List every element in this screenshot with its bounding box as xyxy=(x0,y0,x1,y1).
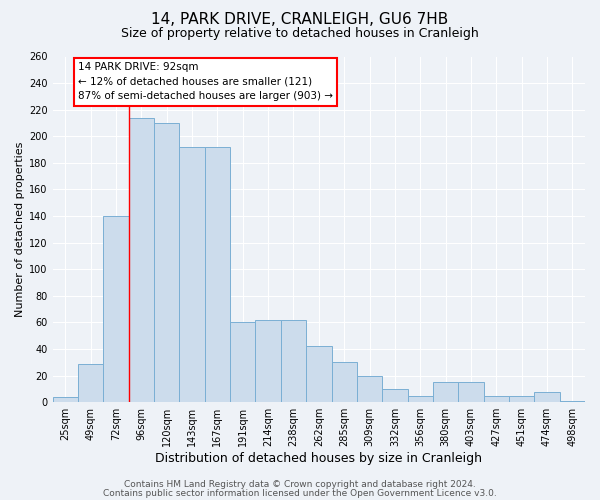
Bar xyxy=(382,389,407,402)
Bar xyxy=(509,396,535,402)
Bar xyxy=(357,376,382,402)
Bar xyxy=(407,396,433,402)
Bar xyxy=(53,397,78,402)
Bar xyxy=(256,320,281,402)
Bar xyxy=(281,320,306,402)
Bar xyxy=(535,392,560,402)
Bar xyxy=(332,362,357,402)
Bar xyxy=(230,322,256,402)
Bar xyxy=(129,118,154,402)
Bar xyxy=(154,123,179,402)
Text: 14, PARK DRIVE, CRANLEIGH, GU6 7HB: 14, PARK DRIVE, CRANLEIGH, GU6 7HB xyxy=(151,12,449,28)
Text: Contains HM Land Registry data © Crown copyright and database right 2024.: Contains HM Land Registry data © Crown c… xyxy=(124,480,476,489)
Bar xyxy=(103,216,129,402)
Bar xyxy=(78,364,103,402)
Bar xyxy=(306,346,332,402)
Bar xyxy=(458,382,484,402)
Bar xyxy=(433,382,458,402)
X-axis label: Distribution of detached houses by size in Cranleigh: Distribution of detached houses by size … xyxy=(155,452,482,465)
Y-axis label: Number of detached properties: Number of detached properties xyxy=(15,142,25,317)
Bar xyxy=(179,147,205,402)
Text: Contains public sector information licensed under the Open Government Licence v3: Contains public sector information licen… xyxy=(103,488,497,498)
Bar xyxy=(484,396,509,402)
Text: 14 PARK DRIVE: 92sqm
← 12% of detached houses are smaller (121)
87% of semi-deta: 14 PARK DRIVE: 92sqm ← 12% of detached h… xyxy=(78,62,333,102)
Bar xyxy=(560,401,585,402)
Text: Size of property relative to detached houses in Cranleigh: Size of property relative to detached ho… xyxy=(121,28,479,40)
Bar xyxy=(205,147,230,402)
